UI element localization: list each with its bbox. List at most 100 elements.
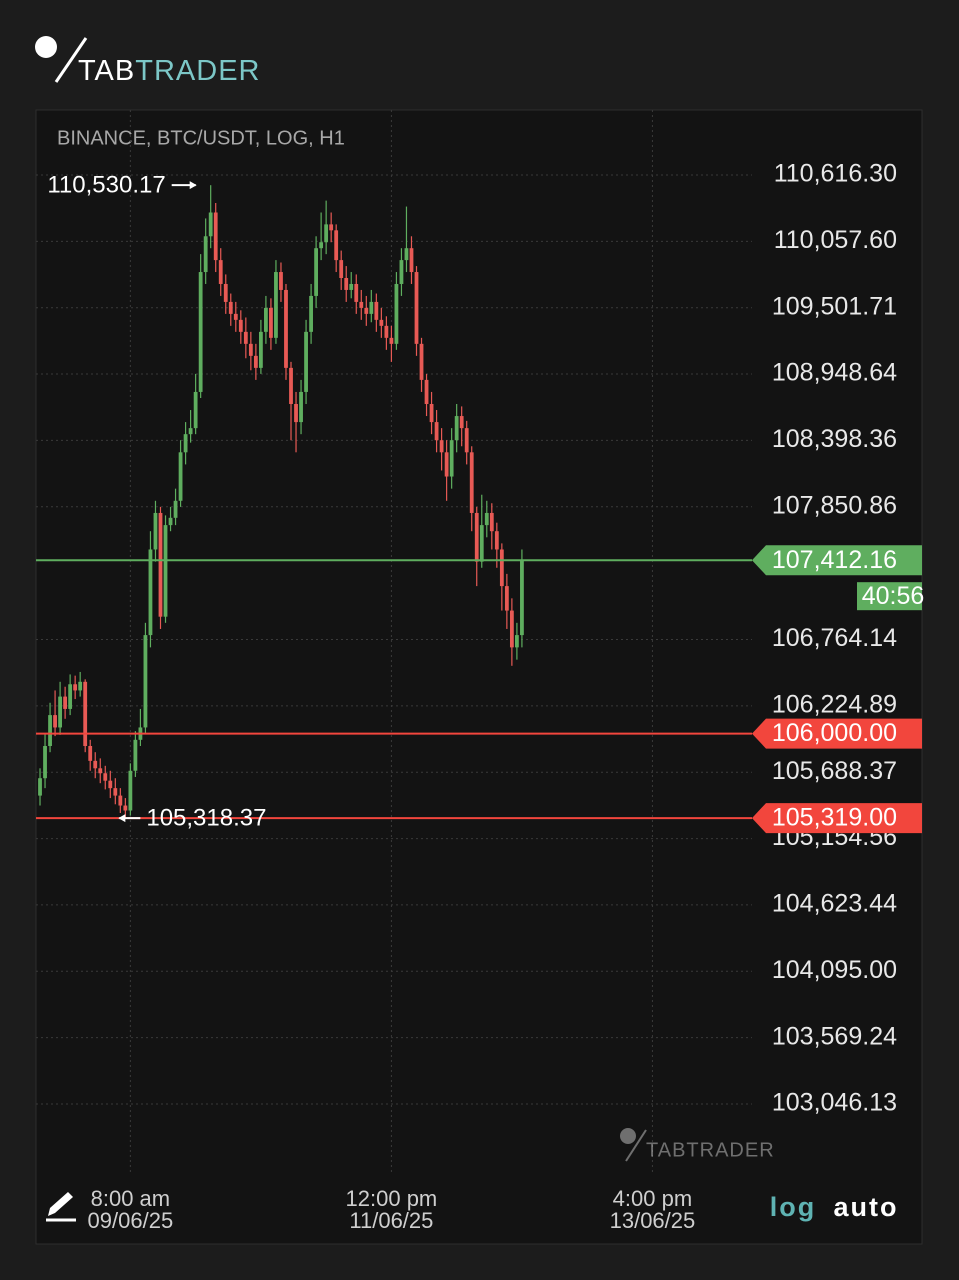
candle-body bbox=[449, 440, 454, 477]
candle-body bbox=[173, 500, 178, 518]
candle-body bbox=[213, 212, 218, 261]
candle-body bbox=[103, 773, 108, 781]
candle-body bbox=[444, 452, 449, 477]
y-tick-label: 104,095.00 bbox=[772, 956, 897, 984]
candle-body bbox=[464, 428, 469, 453]
price-tag bbox=[752, 545, 922, 576]
price-tag-label: 106,000.00 bbox=[772, 719, 897, 747]
candle-body bbox=[148, 549, 153, 636]
price-tag bbox=[752, 718, 922, 749]
candle-body bbox=[38, 778, 42, 796]
candle-body bbox=[279, 272, 283, 290]
candle-body bbox=[253, 355, 258, 368]
candle-body bbox=[48, 715, 52, 746]
candle-body bbox=[369, 301, 374, 314]
candle-body bbox=[344, 278, 349, 290]
candle-body bbox=[339, 260, 344, 279]
low-marker-head bbox=[118, 814, 126, 823]
x-tick-label: 8:00 am bbox=[91, 1186, 171, 1211]
candle-body bbox=[178, 452, 183, 501]
candle-body bbox=[123, 805, 128, 811]
candle-body bbox=[419, 343, 424, 380]
candle-body bbox=[294, 403, 298, 423]
logo-second: TRADER bbox=[135, 55, 260, 87]
candle-body bbox=[168, 517, 173, 526]
y-tick-label: 106,224.89 bbox=[772, 690, 897, 718]
candle-body bbox=[133, 739, 138, 771]
candle-body bbox=[394, 283, 399, 344]
candle-body bbox=[83, 681, 88, 746]
price-tag-label: 105,319.00 bbox=[772, 804, 897, 832]
candle-body bbox=[424, 379, 429, 404]
candle-body bbox=[108, 780, 113, 789]
logo-dot bbox=[35, 36, 57, 58]
candle-body bbox=[188, 428, 193, 435]
candle-body bbox=[78, 681, 83, 691]
candle-body bbox=[484, 512, 489, 526]
x-tick-label: 12:00 pm bbox=[346, 1186, 438, 1211]
logo-first: TAB bbox=[78, 55, 135, 87]
x-tick-date: 11/06/25 bbox=[349, 1208, 433, 1233]
candle-body bbox=[43, 745, 47, 779]
chart-title: BINANCE, BTC/USDT, LOG, H1 bbox=[57, 127, 345, 149]
candle-body bbox=[264, 307, 268, 332]
candle-body bbox=[248, 343, 253, 356]
y-tick-label: 103,046.13 bbox=[772, 1089, 897, 1117]
candle-body bbox=[128, 770, 133, 811]
edit-icon[interactable] bbox=[46, 1192, 76, 1222]
candle-body bbox=[198, 272, 203, 392]
candle-body bbox=[98, 768, 103, 774]
log-button[interactable]: log bbox=[770, 1192, 817, 1222]
candle-body bbox=[409, 248, 414, 273]
candle-body bbox=[309, 295, 313, 332]
logo: TABTRADER bbox=[35, 36, 260, 87]
countdown: 40:56 bbox=[862, 582, 925, 610]
candle-body bbox=[208, 212, 213, 237]
candle-body bbox=[243, 331, 248, 344]
candle-body bbox=[63, 696, 68, 709]
candle-body bbox=[218, 260, 223, 284]
y-tick-label: 106,764.14 bbox=[772, 624, 897, 652]
candle-body bbox=[158, 512, 163, 617]
x-tick-date: 13/06/25 bbox=[610, 1208, 696, 1233]
candle-body bbox=[113, 788, 118, 796]
watermark-text: TABTRADER bbox=[646, 1139, 775, 1161]
candle-body bbox=[349, 283, 354, 290]
candle-body bbox=[203, 236, 208, 273]
candle-body bbox=[389, 337, 394, 344]
candle-body bbox=[469, 452, 474, 513]
candle-body bbox=[93, 760, 98, 769]
candle-body bbox=[284, 289, 288, 368]
candle-body bbox=[364, 307, 369, 314]
x-tick-label: 4:00 pm bbox=[613, 1186, 693, 1211]
candle-body bbox=[414, 272, 419, 344]
logo-slash bbox=[54, 37, 88, 83]
candle-body bbox=[314, 248, 319, 296]
low-marker-label: 105,318.37 bbox=[146, 805, 266, 832]
y-tick-label: 108,948.64 bbox=[772, 359, 897, 387]
watermark: TABTRADER bbox=[620, 1128, 775, 1162]
auto-button[interactable]: auto bbox=[834, 1192, 899, 1222]
price-tag-label: 107,412.16 bbox=[772, 546, 897, 574]
candle-body bbox=[454, 416, 459, 441]
high-marker-head bbox=[189, 181, 197, 190]
candle-body bbox=[324, 224, 329, 243]
x-tick-date: 09/06/25 bbox=[88, 1208, 174, 1233]
chart-frame bbox=[35, 109, 923, 1245]
candle-body bbox=[289, 367, 293, 404]
watermark-dot bbox=[620, 1128, 636, 1144]
candle-body bbox=[374, 301, 379, 320]
y-tick-label: 107,850.86 bbox=[772, 491, 897, 519]
candle-body bbox=[499, 549, 504, 587]
candle-body bbox=[223, 283, 228, 302]
candle-body bbox=[118, 795, 123, 806]
plot: 110,616.30 110,057.60 109,501.71 108,948.64… bbox=[36, 110, 924, 1233]
candle-body bbox=[429, 403, 434, 423]
pencil[interactable] bbox=[48, 1192, 73, 1216]
candle-body bbox=[439, 440, 444, 453]
y-tick-label: 103,569.24 bbox=[772, 1022, 897, 1050]
candle-body bbox=[319, 242, 324, 249]
candle-body bbox=[88, 745, 93, 761]
